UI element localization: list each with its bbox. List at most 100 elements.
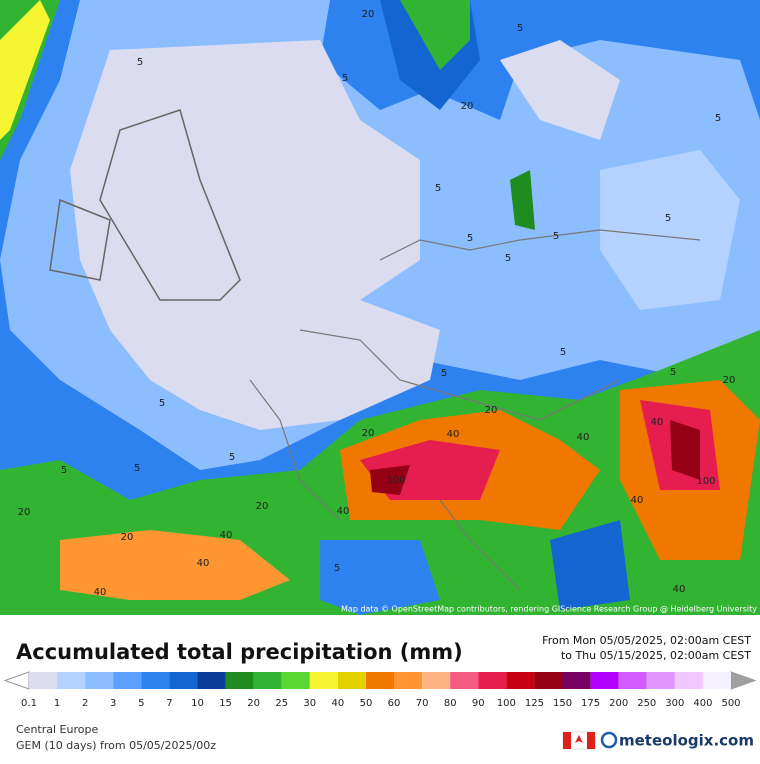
logo	[600, 731, 618, 749]
contour-label: 40	[651, 417, 664, 428]
legend-tick-label: 90	[472, 698, 485, 709]
legend: 0.1 1 2 3 5 7 10 15 20 25 30 40 50 60 70 80 90 100 125 150 1…	[3, 671, 757, 709]
contour-label: 40	[220, 530, 233, 541]
contour-label: 5	[441, 368, 447, 379]
legend-tick-label: 0.1	[21, 698, 37, 709]
period-to: to Thu 05/15/2025, 02:00am CEST	[561, 649, 751, 662]
contour-label: 20	[121, 532, 134, 543]
legend-tick-label: 1	[54, 698, 60, 709]
contour-label: 5	[134, 463, 140, 474]
map-labels: 5 5 5 5 5 5 5 5 5 5 5 5 5 5 5 5 5 20 20 20 20 20 20 20 20 40 40 40 4…	[18, 9, 736, 598]
contour-label: 5	[334, 563, 340, 574]
model: GEM (10 days) from 05/05/2025/00z	[16, 739, 216, 752]
contour-label: 20	[362, 9, 375, 20]
contour-label: 5	[61, 465, 67, 476]
contour-label: 5	[560, 347, 566, 358]
legend-swatch	[646, 672, 675, 689]
legend-swatch	[225, 672, 254, 689]
contour-label: 20	[362, 428, 375, 439]
legend-swatch	[674, 672, 703, 689]
legend-tick-label: 10	[191, 698, 204, 709]
contour-label: 20	[256, 501, 269, 512]
contour-label: 20	[461, 101, 474, 112]
legend-tick-label: 30	[303, 698, 316, 709]
contour-label: 5	[670, 367, 676, 378]
legend-tick-label: 200	[609, 698, 628, 709]
contour-label: 5	[467, 233, 473, 244]
legend-tick-label: 150	[553, 698, 572, 709]
map: Map data © OpenStreetMap contributors, r…	[0, 0, 760, 615]
legend-swatch	[422, 672, 451, 689]
legend-tick-label: 60	[388, 698, 401, 709]
legend-swatch	[702, 672, 731, 689]
legend-swatch	[618, 672, 647, 689]
contour-label: 5	[553, 231, 559, 242]
contour-label: 5	[505, 253, 511, 264]
contour-label: 20	[18, 507, 31, 518]
contour-label: 20	[723, 375, 736, 386]
legend-swatch	[253, 672, 282, 689]
contour-label: 5	[665, 213, 671, 224]
contour-label: 40	[673, 584, 686, 595]
legend-swatch	[57, 672, 86, 689]
region: Central Europe	[16, 723, 98, 736]
legend-swatch	[337, 672, 366, 689]
legend-tick-label: 175	[581, 698, 600, 709]
legend-tick-label: 300	[665, 698, 684, 709]
legend-tick-label: 70	[416, 698, 429, 709]
legend-swatch	[113, 672, 142, 689]
period-from: From Mon 05/05/2025, 02:00am CEST	[542, 634, 751, 647]
legend-swatch	[281, 672, 310, 689]
contour-label: 20	[485, 405, 498, 416]
legend-tick-label: 5	[138, 698, 144, 709]
legend-swatch	[534, 672, 563, 689]
legend-tick-label: 3	[110, 698, 116, 709]
legend-swatch	[141, 672, 170, 689]
legend-tick-label: 50	[360, 698, 373, 709]
contour-label: 5	[435, 183, 441, 194]
legend-swatch	[85, 672, 114, 689]
legend-tick-label: 80	[444, 698, 457, 709]
legend-tick-label: 25	[275, 698, 288, 709]
legend-tick-label: 20	[247, 698, 260, 709]
attribution: Map data © OpenStreetMap contributors, r…	[341, 605, 757, 614]
legend-tick-label: 125	[525, 698, 544, 709]
legend-tick-label: 100	[497, 698, 516, 709]
contour-label: 40	[197, 558, 210, 569]
legend-swatch	[478, 672, 507, 689]
legend-tick-label: 15	[219, 698, 232, 709]
contour-label: 100	[696, 476, 715, 487]
flag	[562, 731, 596, 750]
contour-label: 100	[386, 475, 405, 486]
contour-label: 40	[337, 506, 350, 517]
legend-swatch	[309, 672, 338, 689]
legend-swatch	[506, 672, 535, 689]
legend-tick-label: 500	[721, 698, 740, 709]
legend-high	[730, 671, 757, 690]
title: Accumulated total precipitation (mm)	[16, 640, 463, 664]
contour-label: 40	[631, 495, 644, 506]
contour-label: 40	[94, 587, 107, 598]
contour-label: 5	[517, 23, 523, 34]
contour-label: 5	[159, 398, 165, 409]
legend-swatch	[590, 672, 619, 689]
legend-swatch	[394, 672, 423, 689]
contour-label: 5	[342, 73, 348, 84]
legend-swatch	[29, 672, 58, 689]
legend-tick-label: 400	[693, 698, 712, 709]
contour-label: 5	[137, 57, 143, 68]
legend-swatch	[562, 672, 591, 689]
legend-swatch	[197, 672, 226, 689]
legend-swatch	[169, 672, 198, 689]
legend-swatch	[450, 672, 479, 689]
contour-label: 5	[715, 113, 721, 124]
contour-label: 5	[229, 452, 235, 463]
legend-tick-label: 250	[637, 698, 656, 709]
brand: meteologix.com	[619, 732, 754, 750]
contour-label: 40	[447, 429, 460, 440]
legend-tick-label: 2	[82, 698, 88, 709]
legend-swatch	[365, 672, 395, 689]
legend-tick-label: 7	[166, 698, 172, 709]
